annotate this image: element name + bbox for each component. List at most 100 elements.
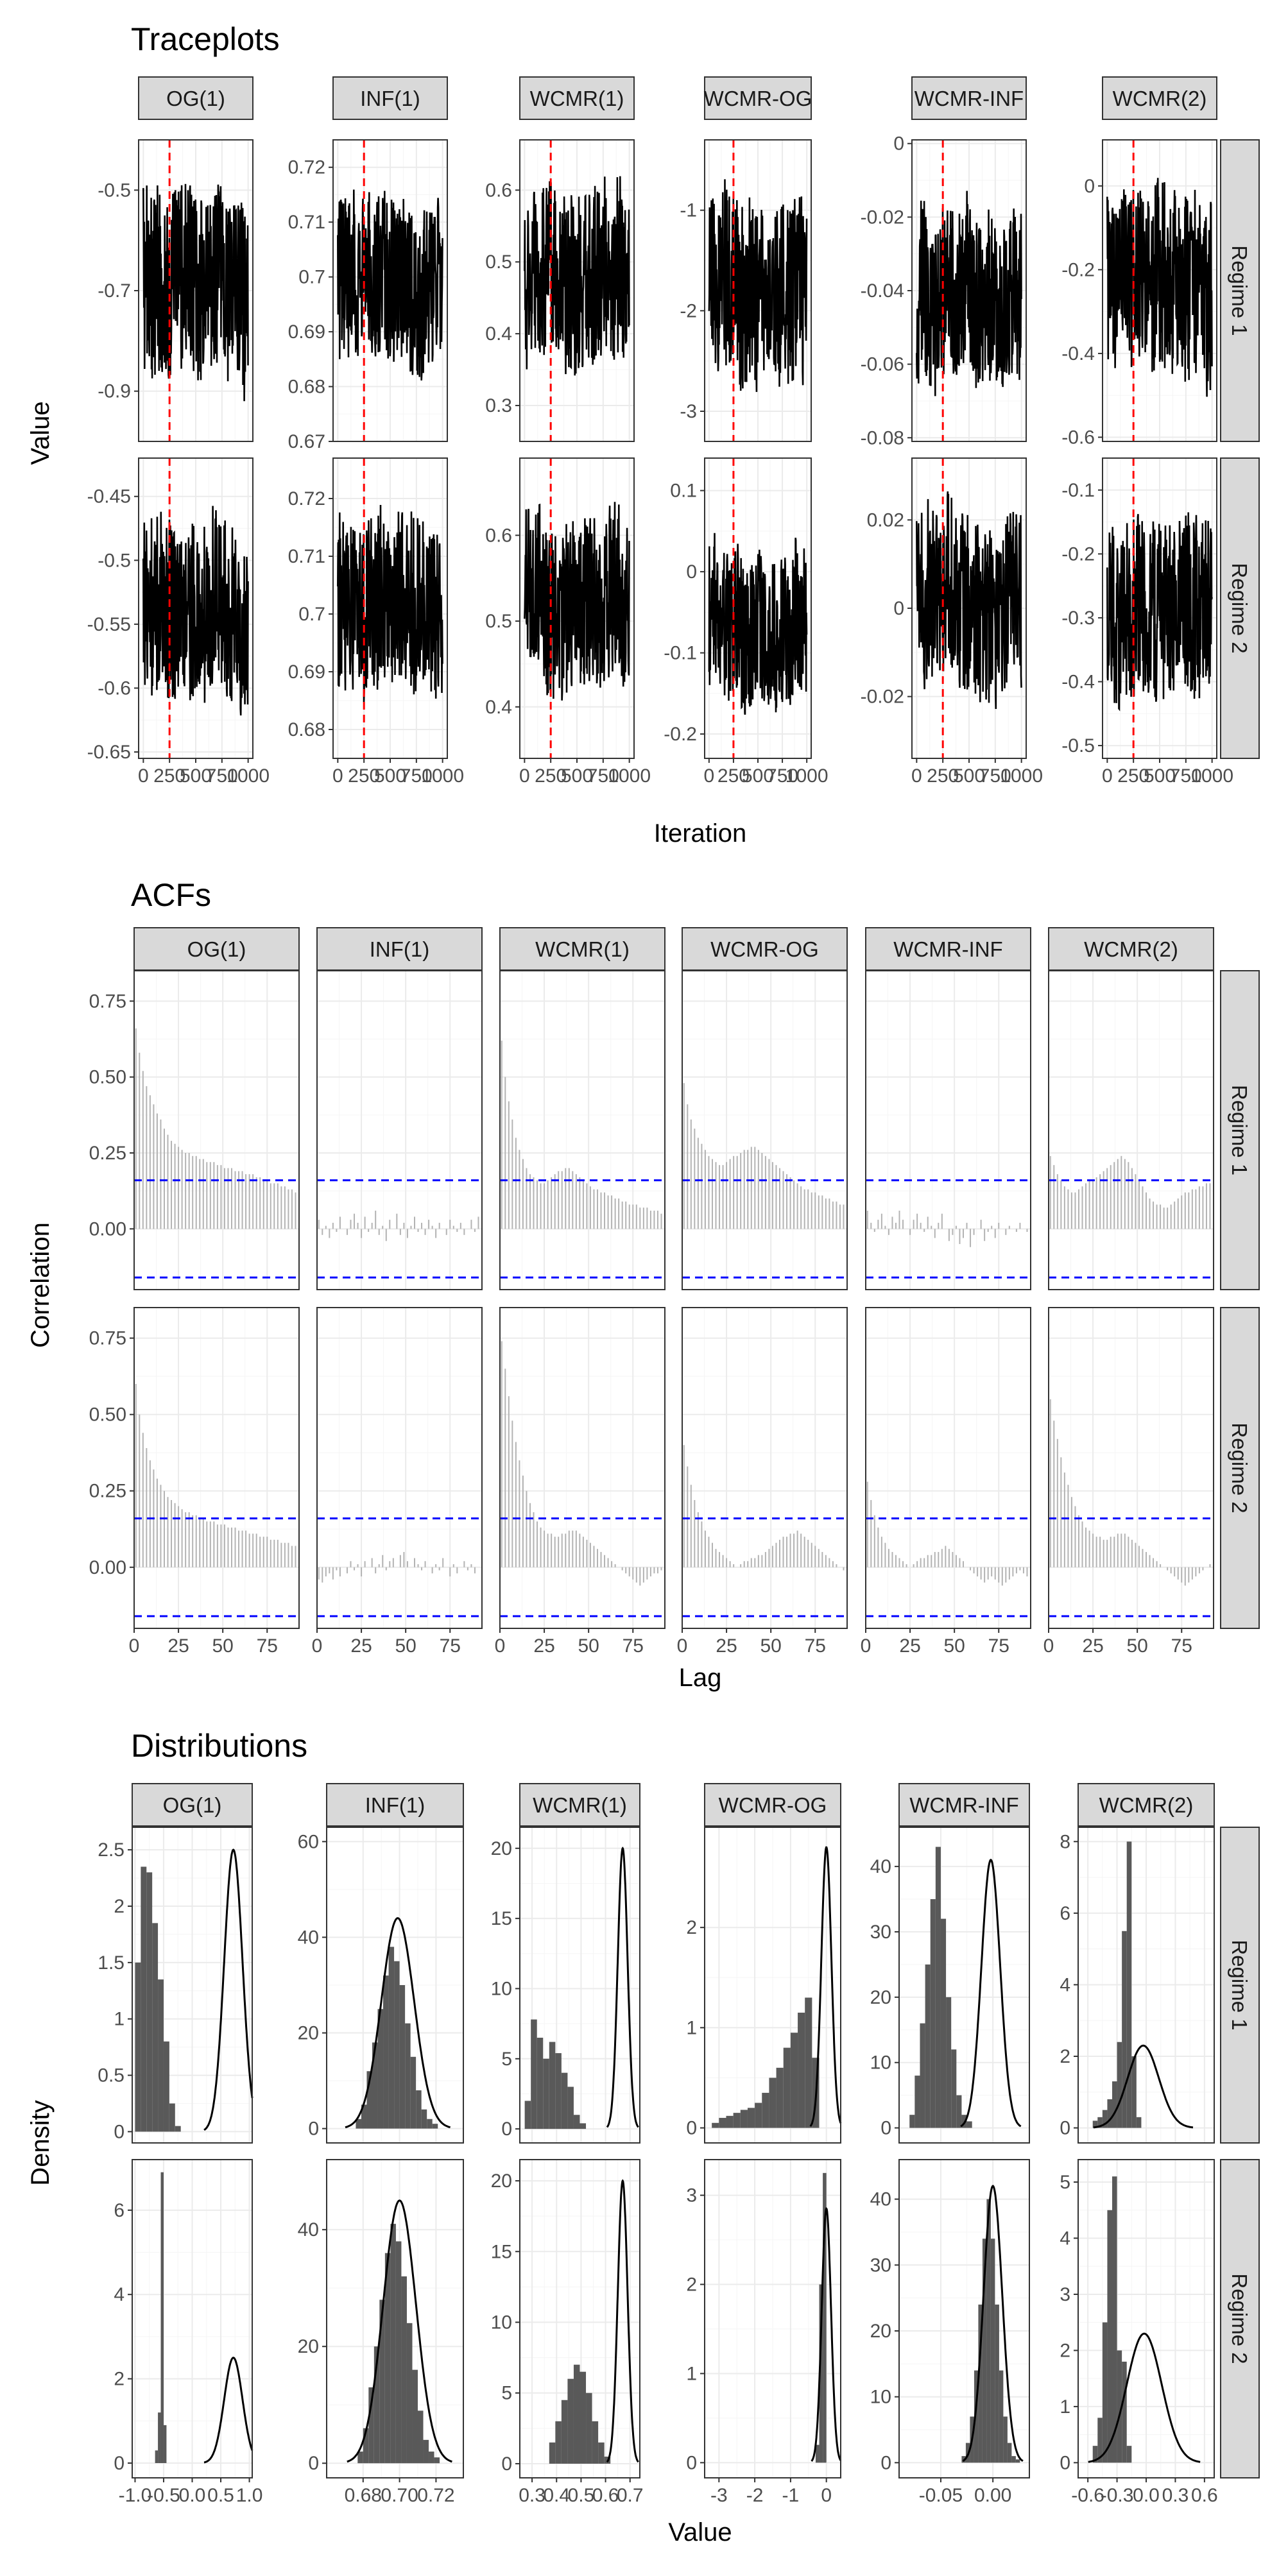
density-curve (203, 1848, 253, 2131)
histogram-bar (384, 2253, 391, 2464)
y-tick-label: 20 (298, 2023, 319, 2044)
column-strip-label: WCMR(1) (530, 87, 624, 110)
y-tick-label: 0.68 (288, 377, 325, 398)
y-tick-label: 1 (686, 2363, 697, 2384)
y-tick-label: 0.71 (288, 546, 325, 567)
x-tick-label: 500 (742, 765, 774, 787)
histogram-bar (524, 2101, 531, 2129)
x-tick-label: 1000 (1000, 765, 1043, 787)
histogram-bar (537, 2038, 544, 2129)
distribution-panel-wcmr-og-regime-1: 0 1 2 (686, 1827, 842, 2144)
y-tick-label: 0.50 (89, 1067, 126, 1088)
histogram-bar (592, 2421, 599, 2464)
histogram-bar (1092, 2120, 1098, 2128)
density-curve (960, 1859, 1022, 2128)
y-tick-label: 0 (114, 2121, 125, 2142)
histogram-bar (956, 2095, 962, 2128)
y-tick-label: 5 (501, 2049, 512, 2070)
panel-border (519, 1827, 640, 2144)
y-tick-label: 0.71 (288, 212, 325, 233)
x-tick-label: 1000 (786, 765, 829, 787)
y-tick-label: 0 (308, 2119, 319, 2140)
x-tick-label: 25 (899, 1635, 920, 1657)
column-strip (1078, 1783, 1215, 1827)
acf-panel-wcmr-inf-regime-2: 0 25 50 75 (861, 1307, 1031, 1657)
x-tick-label: 50 (578, 1635, 599, 1657)
histogram-bar (790, 2033, 798, 2128)
column-strip (865, 927, 1031, 971)
x-tick-label: 1000 (1190, 765, 1233, 787)
acf-panel-wcmr-2-regime-2: 0 25 50 75 (1043, 1307, 1214, 1657)
regime-strip-label: Regime 1 (1228, 1085, 1251, 1175)
y-tick-label: 8 (1060, 1831, 1070, 1852)
y-tick-label: 20 (870, 1987, 891, 2008)
regime-strip (1220, 2159, 1260, 2478)
distributions-x-axis-title: Value (668, 2518, 732, 2546)
y-tick-label: 40 (870, 2189, 891, 2210)
histogram-bar (561, 2400, 568, 2464)
histogram-bar (580, 2123, 587, 2129)
histogram-bar (361, 2104, 367, 2129)
density-curve (809, 1846, 842, 2127)
y-tick-label: 2 (1060, 2340, 1070, 2361)
histogram-bar (990, 2239, 995, 2463)
column-strip (898, 1783, 1030, 1827)
acf-panel-wcmr-inf-regime-1 (865, 970, 1031, 1290)
column-strip-label: WCMR(1) (533, 1793, 627, 1817)
distribution-panel-wcmr-1-regime-2: 0 5 10 15 20 0.30.40.50.60.7 (491, 2159, 644, 2506)
y-tick-label: 0.02 (867, 509, 904, 531)
distribution-panel-og-1-regime-1: 0 0.5 1 1.5 2 2.5 (98, 1827, 253, 2144)
y-tick-label: 0.69 (288, 661, 325, 683)
acfs-title: ACFs (131, 877, 211, 913)
y-tick-label: -0.5 (98, 550, 131, 571)
x-tick-label: 0 (861, 1635, 872, 1657)
y-tick-label: 3 (686, 2185, 697, 2206)
x-tick-label: 75 (1171, 1635, 1192, 1657)
histogram-bar (1102, 2322, 1108, 2463)
x-tick-label: 500 (180, 765, 212, 787)
y-tick-label: 30 (870, 1922, 891, 1943)
y-tick-label: 0.5 (98, 2065, 125, 2086)
distribution-panel-wcmr-og-regime-2: 0 1 2 3 -3 -2 -1 0 (686, 2159, 842, 2506)
panel-border (1102, 139, 1217, 442)
histogram-bar (783, 2047, 791, 2128)
histogram-bar (1126, 2446, 1132, 2463)
density-curve (811, 2206, 842, 2462)
panel-background (682, 1308, 847, 1628)
histogram-bar (366, 2071, 372, 2129)
histogram-bar (920, 2023, 925, 2128)
density-curve (203, 2357, 253, 2464)
y-tick-label: -0.1 (1061, 480, 1095, 501)
y-tick-label: -0.4 (1061, 672, 1095, 693)
density-curve (962, 2185, 1024, 2462)
histogram-bar (388, 1947, 395, 2129)
histogram-bar (1102, 2110, 1108, 2128)
histogram-bar (925, 1964, 931, 2128)
histogram-bar (1015, 2459, 1020, 2463)
distributions-y-axis-title: Density (26, 2100, 55, 2185)
histogram-bar (776, 2067, 784, 2128)
y-tick-label: 0 (114, 2453, 125, 2474)
acf-panel-wcmr-1-regime-1 (499, 970, 665, 1290)
y-tick-label: -2 (680, 300, 697, 321)
panel-border (704, 139, 812, 442)
histogram-bar (580, 2371, 587, 2464)
y-tick-label: -0.65 (87, 742, 131, 763)
x-tick-label: -3 (710, 2485, 728, 2506)
x-tick-label: 750 (766, 765, 798, 787)
column-strip-label: WCMR(2) (1099, 1793, 1194, 1817)
traceplots-x-axis-title: Iteration (654, 819, 747, 848)
histogram-bar (394, 1961, 400, 2129)
histogram-bar (418, 2410, 424, 2464)
histogram-bar (163, 2041, 169, 2132)
column-strip-label: WCMR-OG (710, 937, 819, 961)
histogram-bar (169, 2103, 175, 2132)
histogram-bar (1122, 2361, 1127, 2463)
regime-strip (1220, 1827, 1260, 2144)
x-tick-label: -1 (782, 2485, 800, 2506)
x-tick-label: -0.6 (1071, 2485, 1104, 2506)
y-tick-label: 4 (114, 2284, 125, 2305)
y-tick-label: 1 (114, 2009, 125, 2030)
panel-border (499, 1307, 665, 1629)
